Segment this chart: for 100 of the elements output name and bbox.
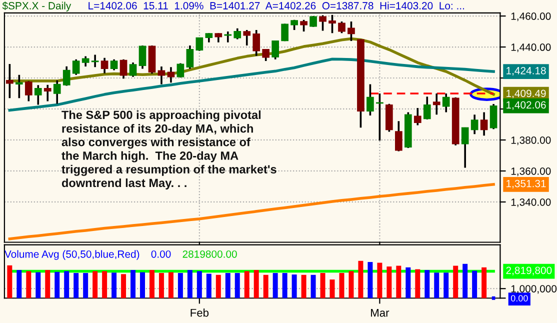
bar [225,273,230,298]
candlestick [34,84,42,106]
bar [263,274,268,298]
y-tick-label: 1,460.00 [511,12,551,22]
candlestick [234,28,242,40]
bar [320,273,326,298]
candlestick [262,48,270,62]
candlestick [423,96,431,120]
bar [140,272,145,298]
candlestick [281,22,288,42]
data-label: 1,424.18 [506,66,546,76]
candlestick [44,84,52,102]
bar [330,279,335,298]
candlestick [461,126,469,169]
bar [92,271,98,298]
candlestick [432,92,440,116]
bar [444,272,449,298]
annotation: The S&P 500 is approaching pivotal resistance of its 20-day MA, which also converges with resistance of the March high. The 20-day MA triggered a resumption of the market's downtrend last May. . . [62,110,276,190]
bar [462,264,468,298]
bar [206,274,212,298]
candlestick [394,120,402,152]
annotation: 2819800.00 [182,250,237,258]
candlestick [100,56,108,74]
bar [254,270,259,298]
bar [54,272,60,298]
bar [244,271,250,298]
candlestick [158,66,166,86]
bar [149,270,154,298]
candlestick [167,66,175,84]
x-tick-label: Mar [371,308,390,317]
candlestick [110,58,118,72]
bar [292,274,297,298]
candlestick [186,44,194,70]
candlestick [53,79,61,105]
line-series [8,58,495,112]
candlestick [15,74,23,100]
bar [178,273,183,298]
bar [121,274,126,298]
candlestick [214,32,222,44]
candlestick [338,20,346,34]
bar [358,260,364,298]
candlestick [414,107,422,126]
bar [234,273,240,298]
bar [83,273,88,298]
bar [453,266,458,298]
bar [45,270,50,298]
data-label: 1,409.49 [506,90,546,98]
bar [282,273,288,298]
candlestick [205,32,213,44]
bar [158,273,164,298]
candlestick [272,40,279,60]
candlestick [91,54,99,68]
bar [310,274,316,298]
x-tick-label: Feb [190,308,209,317]
bar [368,262,373,298]
bar [377,262,382,298]
candlestick [470,114,478,135]
bar [102,271,108,298]
bar [216,274,221,298]
y-tick-label: 1,380.00 [511,136,551,146]
bar [301,274,306,298]
candlestick [138,44,146,70]
candlestick [120,58,128,80]
candlestick [310,15,317,28]
annotation: 0.00 [151,250,171,258]
chart-title: $SPX.X - Daily [2,2,72,12]
bar [26,271,32,298]
y-tick-label: 1,440.00 [511,44,551,52]
candlestick [72,58,80,76]
data-label: 1,351.31 [506,180,546,188]
candlestick [252,29,260,57]
bar [196,271,202,298]
candlestick [490,103,498,130]
bar [348,271,354,298]
candlestick [243,29,251,46]
candlestick [24,80,32,102]
bar [36,272,41,298]
bar [415,269,420,298]
bar [482,267,487,298]
candlestick [82,55,90,68]
candlestick [196,36,204,52]
candlestick [300,18,308,32]
bar [434,272,440,298]
bar [7,265,12,298]
y-tick-label: 1,000,000 [511,285,557,294]
candlestick [366,83,374,116]
chart-subtitle: L=1402.06 15.11 1.09% B=1401.27 A=1402.26 O=1387.78 Hi=1403.20 Lo: ... [88,2,464,10]
candlestick [348,20,355,42]
bar [424,270,430,298]
y-tick-label: 1,360.00 [511,167,551,176]
bar [64,271,70,298]
bar [396,266,402,298]
text: 1,402.06 [506,101,546,110]
bar [130,270,136,298]
y-tick-label: 1,340.00 [511,198,551,208]
y-tick-label: 0.00 [510,295,528,302]
bar [112,272,117,298]
bar [472,270,478,298]
candlestick [62,65,70,87]
bar [168,272,174,298]
